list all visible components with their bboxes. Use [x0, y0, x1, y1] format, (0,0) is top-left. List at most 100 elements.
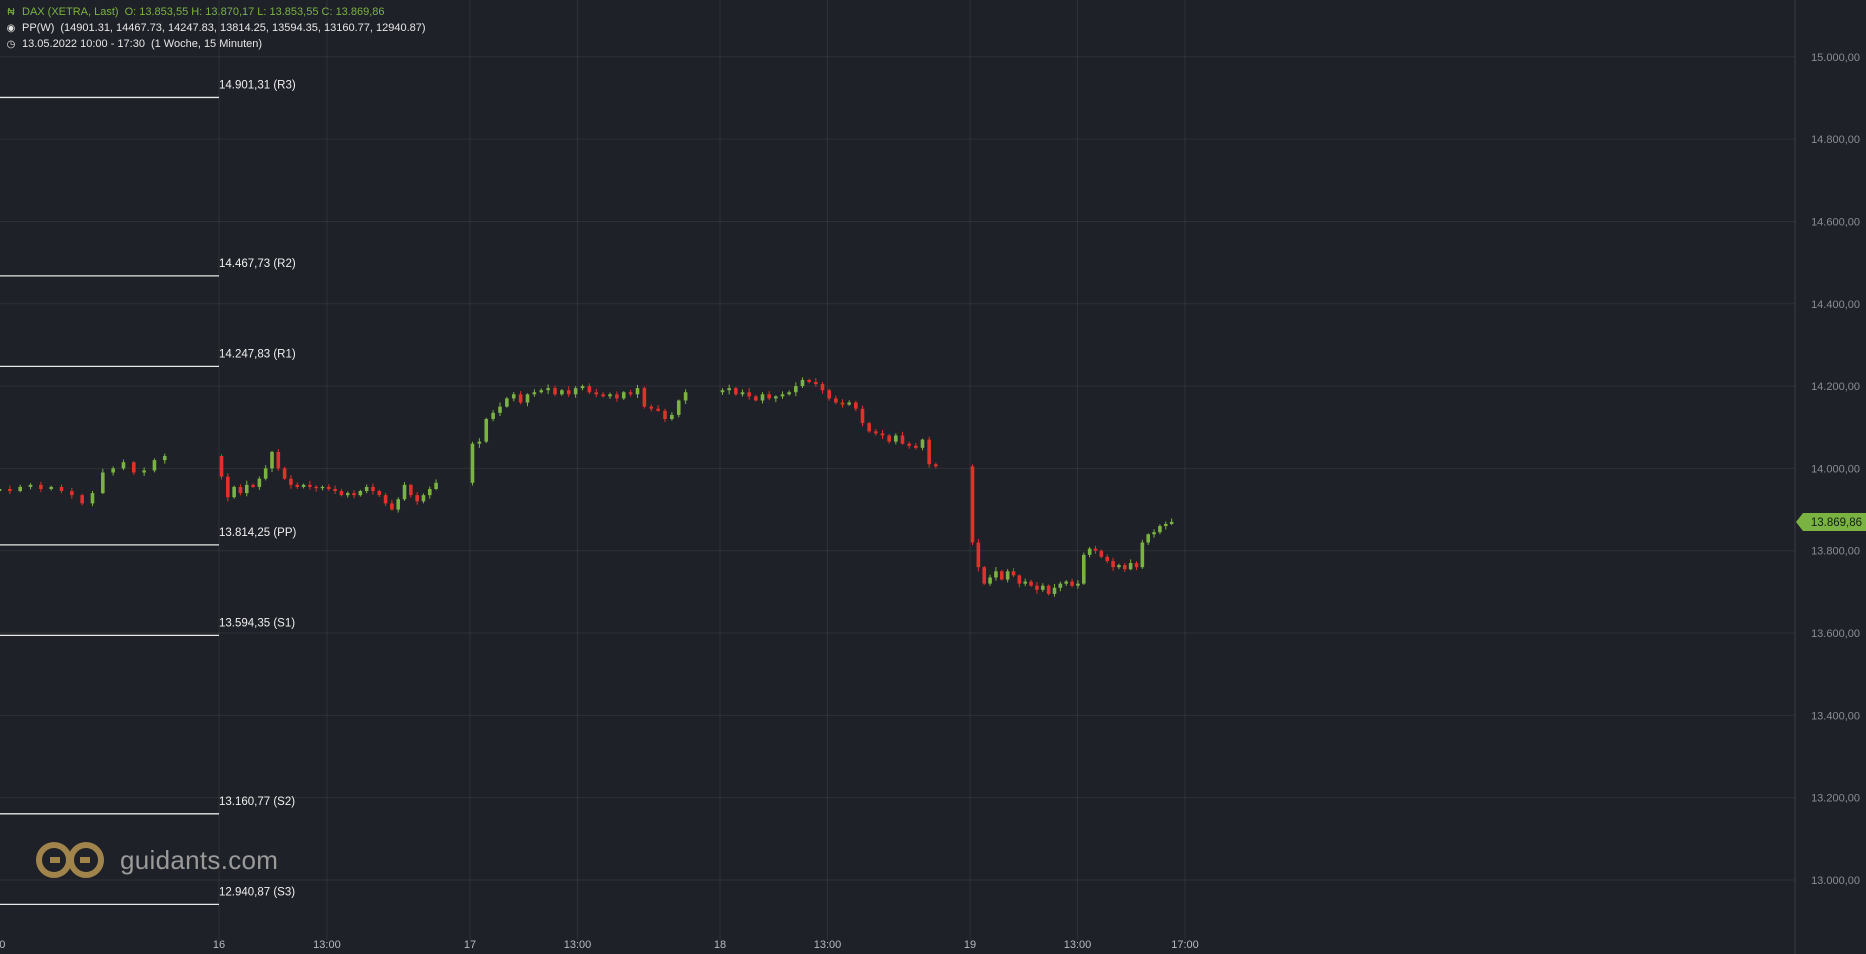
candle-down: [70, 491, 74, 496]
instrument-legend[interactable]: ₦ DAX (XETRA, Last) O: 13.853,55 H: 13.8…: [6, 6, 385, 18]
candle-down: [615, 394, 619, 399]
candle-down: [1099, 550, 1104, 557]
candlestick-icon: ₦: [7, 6, 15, 18]
candle-up: [421, 495, 426, 502]
candle-down: [1017, 575, 1022, 584]
candle-down: [80, 495, 84, 504]
candle-down: [409, 484, 413, 496]
candle-down: [976, 542, 981, 568]
candle-up: [994, 571, 998, 578]
candle-down: [927, 439, 931, 465]
time-axis[interactable]: 13:00 16 13:00 17 13:00 18 13:00 19 13:00 17:00: [0, 939, 1199, 951]
time-tick-label: 19: [964, 939, 976, 951]
candle-down: [226, 476, 230, 498]
candle-up: [28, 484, 33, 487]
candle-down: [326, 486, 331, 489]
candle-up: [484, 419, 489, 442]
time-tick-label: 13:00: [814, 939, 842, 951]
candle-down: [900, 435, 905, 444]
candle-up: [894, 435, 898, 442]
candle-down: [747, 392, 751, 397]
candle-up: [740, 392, 745, 395]
candle-down: [642, 388, 647, 407]
candle-down: [1046, 585, 1051, 594]
candle-up: [525, 394, 530, 403]
time-tick-label: 13:00: [313, 939, 341, 951]
ohlc-values: O: 13.853,55 H: 13.870,17 L: 13.853,55 C…: [124, 6, 385, 18]
grid-lines: [0, 0, 1795, 940]
candle-up: [780, 394, 785, 397]
candle-up: [101, 472, 105, 494]
candle-up: [608, 394, 612, 397]
candle-down: [1029, 581, 1033, 586]
candle-up: [727, 388, 731, 391]
candle-down: [415, 495, 419, 502]
candle-down: [767, 394, 771, 399]
pivot-label-r2: 14.467,73 (R2): [219, 258, 296, 270]
candle-up: [1169, 521, 1174, 524]
price-tick-label: 13.400,00: [1811, 710, 1860, 722]
candle-up: [560, 390, 564, 395]
candle-down: [854, 402, 858, 409]
candle-up: [270, 451, 274, 469]
candle-down: [628, 392, 633, 395]
pivot-label-s3: 12.940,87 (S3): [219, 886, 295, 898]
candle-up: [988, 577, 992, 584]
time-tick-label: 13:00: [564, 939, 592, 951]
time-tick-label: 16: [213, 939, 225, 951]
candle-up: [263, 468, 268, 479]
candle-up: [152, 460, 157, 471]
candle-down: [39, 484, 43, 489]
pivot-label-s1: 13.594,35 (S1): [219, 617, 295, 629]
candle-down: [656, 408, 660, 411]
candle-down: [553, 388, 557, 395]
candle-down: [59, 486, 64, 492]
candle-up: [787, 392, 791, 395]
price-tick-label: 13.200,00: [1811, 793, 1860, 805]
candle-up: [1146, 534, 1151, 543]
candle-down: [314, 486, 318, 489]
candle-up: [434, 482, 438, 489]
candle-down: [834, 398, 838, 403]
price-axis-panel[interactable]: [1795, 0, 1866, 954]
candle-down: [282, 468, 287, 479]
candle-up: [358, 491, 363, 496]
candle-up: [532, 392, 537, 395]
indicator-legend[interactable]: ◉ PP(W) (14901.31, 14467.73, 14247.83, 1…: [6, 22, 426, 34]
candle-down: [999, 571, 1004, 580]
candle-down: [1105, 556, 1110, 562]
candle-down: [587, 386, 592, 393]
candle-up: [1087, 548, 1092, 555]
period-legend[interactable]: ◷ 13.05.2022 10:00 - 17:30 (1 Woche, 15 …: [6, 38, 262, 50]
candle-down: [840, 402, 845, 405]
candle-up: [539, 390, 544, 393]
candle-down: [295, 484, 300, 487]
price-tick-label: 14.600,00: [1811, 216, 1860, 228]
candle-up: [1023, 581, 1028, 584]
candle-up: [301, 484, 306, 487]
candle-up: [676, 400, 681, 415]
candle-down: [1111, 561, 1115, 568]
candle-up: [1140, 542, 1145, 568]
candle-down: [860, 408, 865, 424]
candle-up: [345, 493, 350, 496]
candle-up: [847, 402, 851, 405]
candle-down: [867, 423, 871, 432]
price-tick-label: 13.600,00: [1811, 628, 1860, 640]
candle-down: [308, 484, 312, 487]
candle-down: [914, 445, 918, 448]
candle-down: [880, 433, 885, 436]
candle-down: [1122, 565, 1127, 570]
candle-up: [621, 392, 626, 399]
candle-down: [601, 394, 605, 397]
candle-up: [683, 392, 688, 401]
candle-up: [505, 398, 509, 407]
candle-down: [982, 567, 987, 584]
candle-up: [364, 486, 369, 492]
candle-down: [333, 488, 337, 492]
candle-down: [339, 491, 344, 496]
candle-up: [1152, 532, 1156, 535]
price-tick-label: 14.000,00: [1811, 463, 1860, 475]
candle-up: [1058, 583, 1063, 588]
